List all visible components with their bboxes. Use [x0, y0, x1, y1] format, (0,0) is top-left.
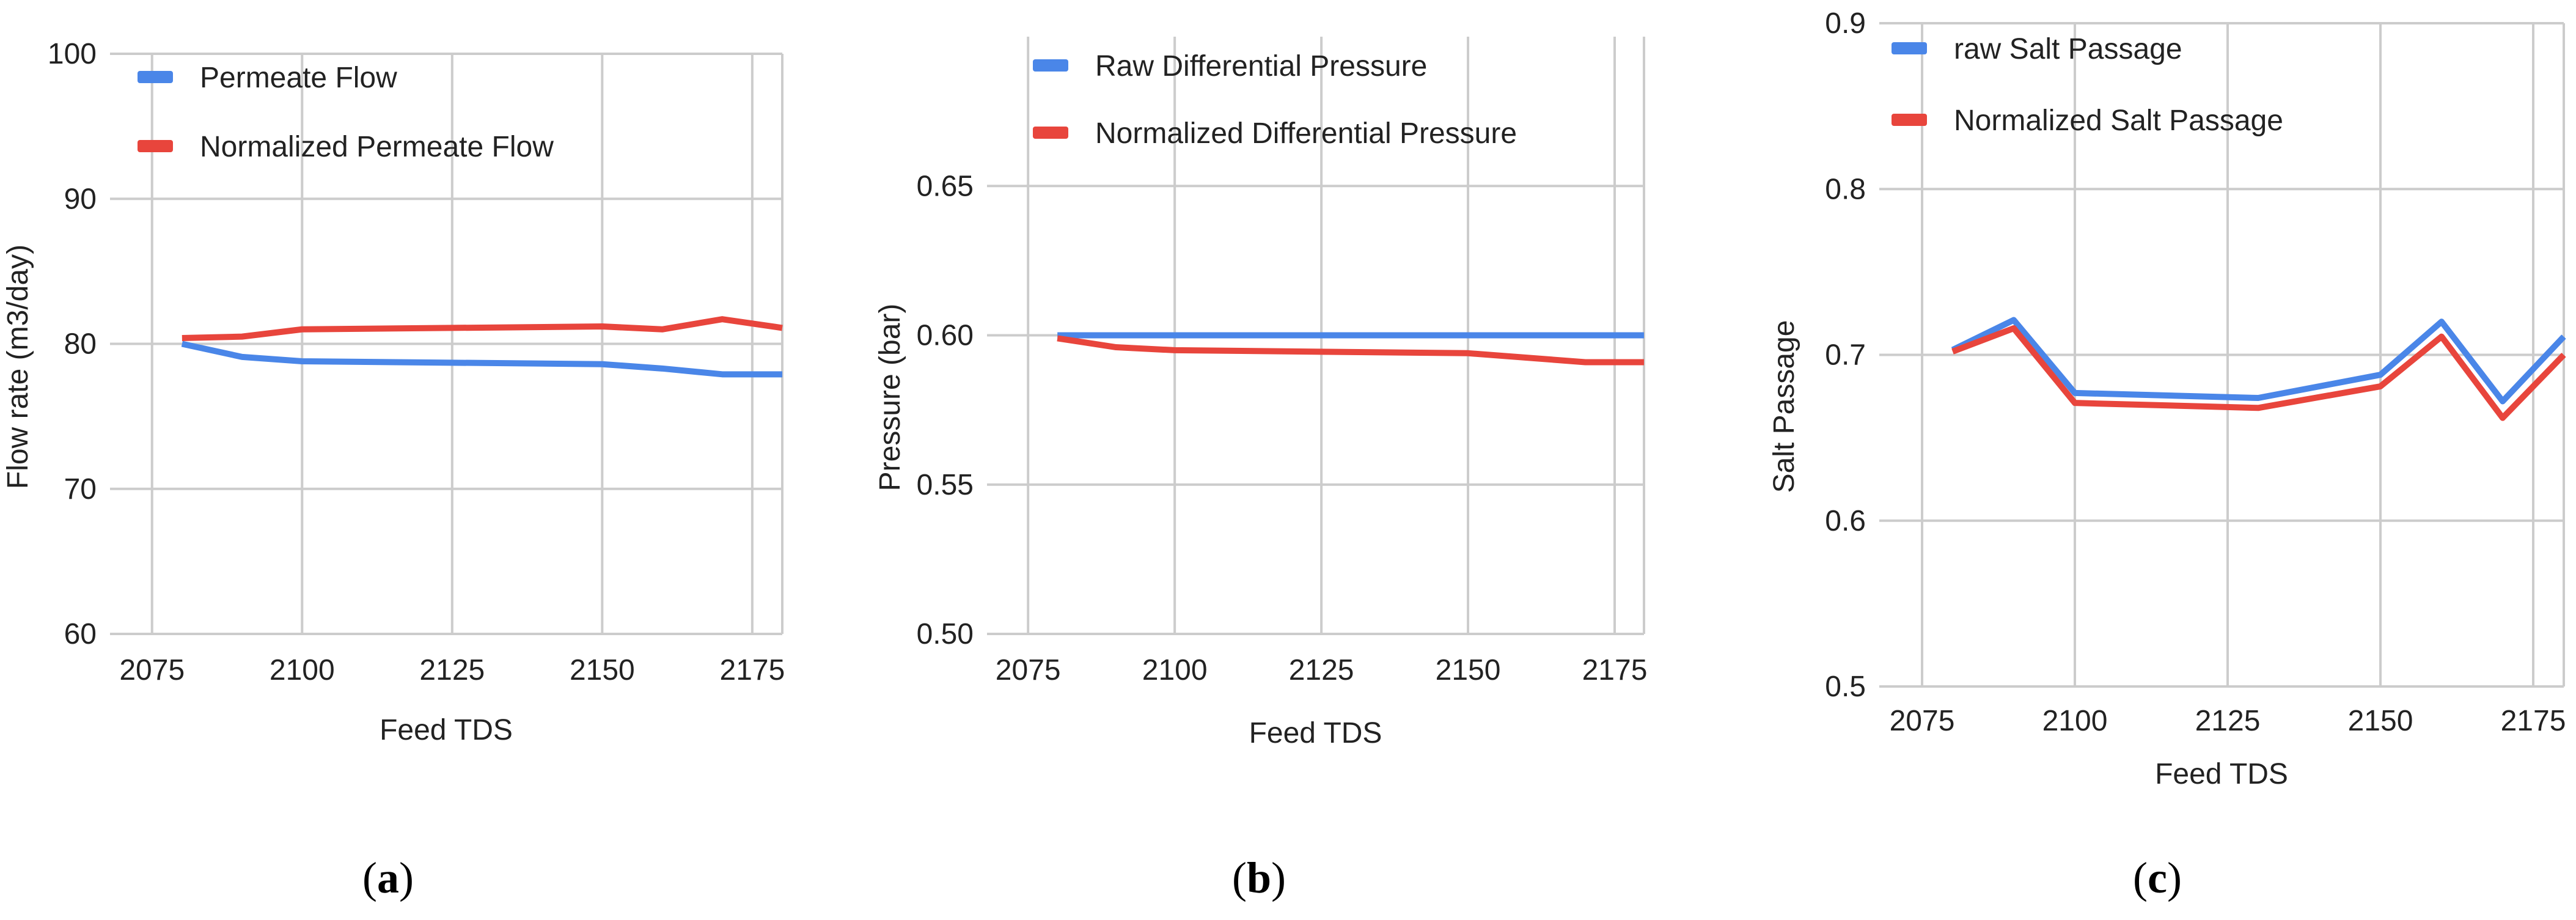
legend-swatch [1892, 114, 1927, 126]
y-axis-label: Flow rate (m3/day) [2, 245, 34, 489]
y-tick-label: 0.65 [917, 170, 974, 202]
y-tick-label: 0.9 [1825, 7, 1866, 40]
chart-panel-b: 0.50 0.55 0.60 0.65 2075 2100 2125 2150 2175 Raw … [874, 37, 1647, 749]
x-tick-label: 2150 [570, 654, 635, 686]
series-line-normalized [1951, 325, 2566, 421]
series-line-raw [181, 340, 782, 378]
caption-c: (c) [2133, 853, 2182, 902]
legend-label: Normalized Permeate Flow [200, 131, 554, 163]
caption-b: (b) [1231, 853, 1286, 902]
chart-panel-c: 0.5 0.6 0.7 0.8 0.9 2075 2100 2125 2150 2175 raw S… [1768, 7, 2566, 790]
y-tick-label: 0.60 [917, 320, 974, 352]
y-tick-label: 0.7 [1825, 339, 1866, 372]
y-tick-label: 0.55 [917, 469, 974, 501]
x-tick-label: 2125 [2195, 705, 2261, 737]
y-axis-label: Salt Passage [1768, 320, 1800, 493]
caption-a: (a) [362, 853, 414, 902]
x-axis-label: Feed TDS [2155, 758, 2288, 790]
legend-label: Permeate Flow [200, 62, 397, 94]
x-tick-label: 2075 [996, 654, 1061, 686]
y-tick-label: 60 [64, 618, 97, 650]
x-tick-label: 2100 [1142, 654, 1208, 686]
legend-label: raw Salt Passage [1954, 33, 2182, 65]
y-tick-label: 70 [64, 473, 97, 506]
y-tick-label: 90 [64, 183, 97, 215]
legend-label: Normalized Salt Passage [1954, 105, 2283, 137]
x-tick-label: 2175 [1582, 654, 1648, 686]
y-tick-label: 0.50 [917, 618, 974, 650]
legend-label: Raw Differential Pressure [1095, 50, 1427, 83]
series-line-normalized [182, 316, 783, 342]
legend-swatch [1892, 42, 1927, 54]
x-tick-label: 2150 [1436, 654, 1501, 686]
x-tick-label: 2150 [2348, 705, 2413, 737]
series-line-normalized [1057, 335, 1644, 366]
x-tick-label: 2100 [270, 654, 335, 686]
y-tick-label: 0.8 [1825, 173, 1866, 205]
x-tick-label: 2175 [720, 654, 785, 686]
x-axis-label: Feed TDS [1249, 717, 1382, 749]
x-tick-label: 2125 [419, 654, 485, 686]
y-tick-label: 80 [64, 328, 97, 361]
y-axis-label: Pressure (bar) [874, 304, 906, 491]
legend-swatch [1033, 59, 1068, 72]
x-tick-label: 2125 [1289, 654, 1354, 686]
chart-panel-a: 60 70 80 90 100 2075 2100 2125 2150 2175 Permeate … [2, 38, 785, 746]
legend-swatch [1033, 127, 1068, 139]
series-line-raw [1951, 317, 2566, 405]
x-tick-label: 2075 [1890, 705, 1955, 737]
y-tick-label: 100 [48, 38, 97, 70]
x-tick-label: 2100 [2042, 705, 2108, 737]
y-tick-label: 0.5 [1825, 671, 1866, 703]
y-tick-label: 0.6 [1825, 505, 1866, 537]
legend-swatch [138, 71, 173, 83]
legend-label: Normalized Differential Pressure [1095, 117, 1517, 150]
x-axis-label: Feed TDS [380, 714, 513, 746]
x-tick-label: 2175 [2501, 705, 2566, 737]
x-tick-label: 2075 [119, 654, 185, 686]
legend-swatch [138, 140, 173, 152]
